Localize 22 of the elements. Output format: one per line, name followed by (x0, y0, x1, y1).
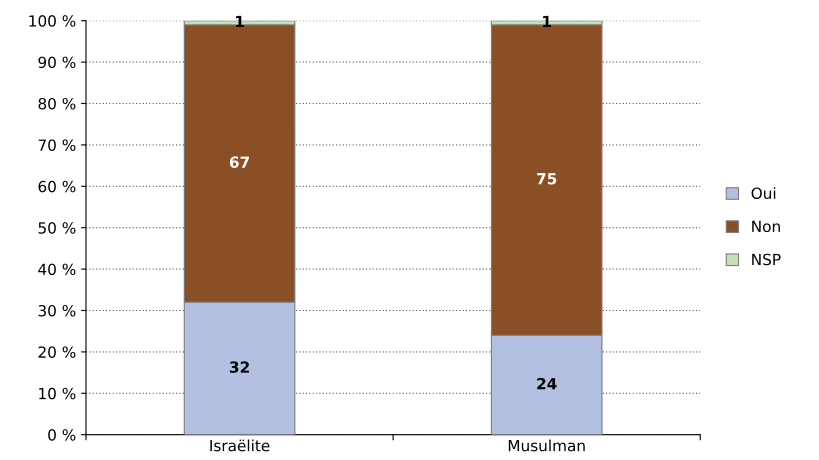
legend-label: Non (752, 220, 780, 232)
data-label: 67 (230, 156, 249, 168)
y-tick-label: 30 % (38, 304, 76, 317)
legend-label: NSP (752, 254, 781, 266)
data-label: 32 (230, 361, 249, 373)
y-tick-label: 10 % (39, 388, 76, 400)
y-tick-label: 0 % (48, 429, 76, 441)
data-label: 1 (236, 16, 244, 27)
y-tick-label: 20 % (38, 346, 76, 358)
y-tick-label: 50 % (38, 222, 76, 234)
data-label: 24 (537, 378, 557, 390)
x-tick-label: Israëlite (210, 440, 270, 452)
data-label: 75 (537, 173, 556, 185)
x-tick-label: Musulman (508, 440, 585, 452)
y-tick-label: 100 % (29, 15, 76, 27)
y-tick-label: 70 % (38, 139, 76, 151)
y-tick-label: 80 % (38, 98, 76, 110)
y-tick-label: 60 % (38, 180, 76, 192)
legend-label: Oui (752, 187, 776, 200)
y-tick-label: 90 % (38, 56, 76, 68)
y-tick-label: 40 % (38, 264, 76, 276)
data-label: 1 (543, 16, 551, 27)
